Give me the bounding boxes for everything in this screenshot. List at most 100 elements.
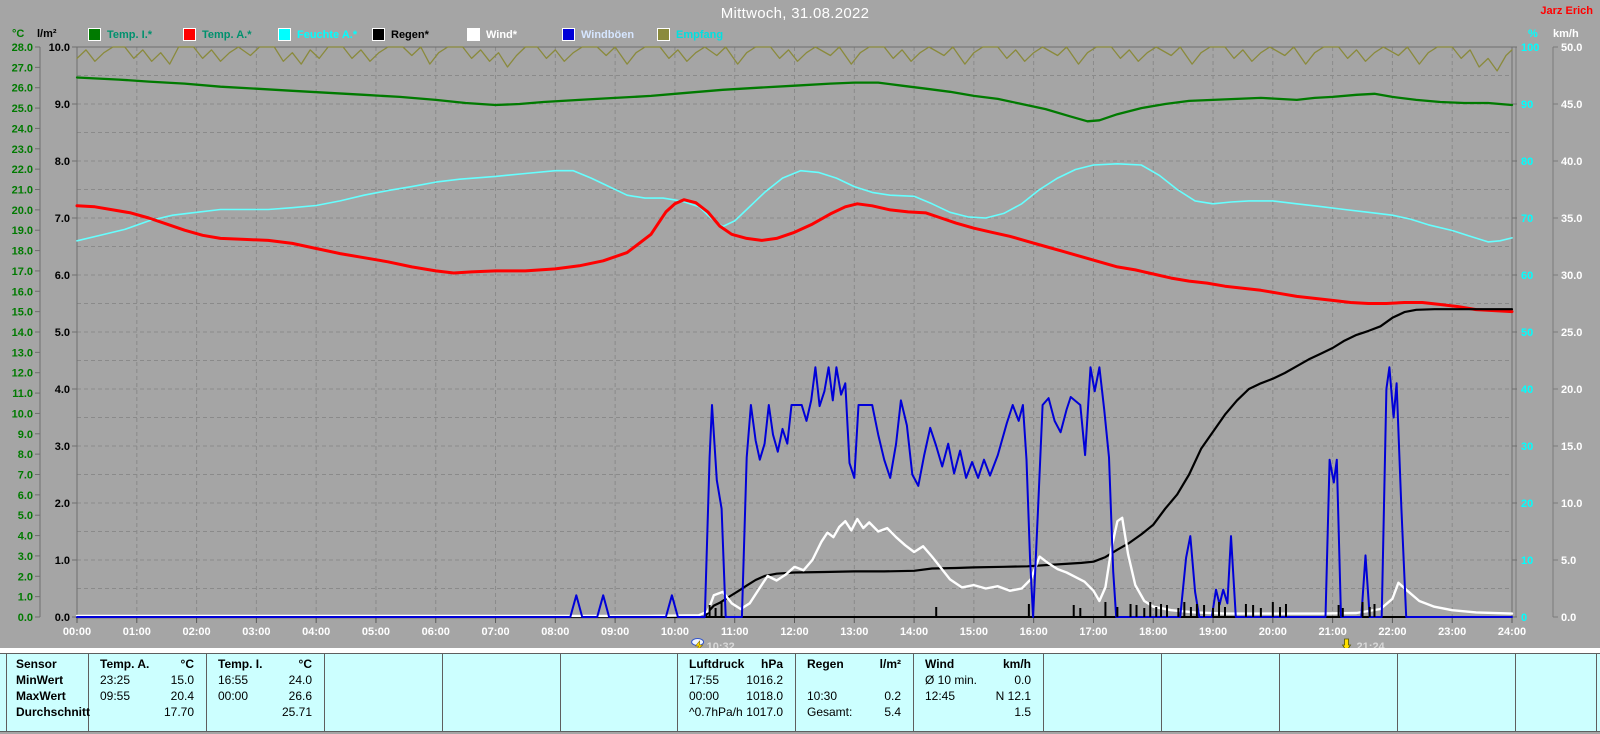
summary-table-grid: Sensor MinWert MaxWert Durchschnitt Temp. A.… [0,653,1600,732]
rain-intensity-bar [1079,608,1082,617]
celsius-tick-label: 4.0 [18,531,33,543]
marker-10-32: 10:32 [691,638,735,652]
axis-unit-celsius: °C [12,28,25,40]
series-windb-en-line [76,366,1513,618]
table-row-label: Sensor [16,657,57,671]
table-cell-time: 00:00 [218,689,249,703]
rain-tick-label: 5.0 [55,327,70,339]
legend-label: Regen* [391,28,429,41]
legend-label: Feuchte A.* [297,28,358,41]
rain-intensity-bar [1373,604,1376,617]
legend-swatch-icon [562,28,575,41]
wind-tick-label: 35.0 [1561,213,1582,225]
table-column-divider [88,654,89,731]
hour-tick-label: 00:00 [63,626,91,638]
table-cell-time: Ø 10 min. [925,673,978,687]
table-column-divider [6,654,7,731]
legend-label: Empfang [676,28,724,41]
rain-tick-label: 0.0 [55,612,70,624]
rain-intensity-bar [1368,607,1371,617]
rain-intensity-bar [1135,605,1138,617]
series-temp-i-line [75,76,1514,123]
rain-intensity-bar [714,608,717,617]
legend-swatch-icon [278,28,291,41]
legend-item-temp-a: Temp. A.* [183,28,252,41]
table-cell-value: 26.6 [288,689,312,703]
legend: Temp. I.* Temp. A.* Feuchte A.* Regen* Wind*… [0,28,1600,44]
table-column-header: Luftdruck [689,657,745,671]
celsius-tick-label: 27.0 [12,62,33,74]
legend-label: Windböen [581,28,635,41]
rain-intensity-bar [1155,607,1158,617]
table-cell-value: 15.0 [170,673,194,687]
table-cell-time: ^0.7hPa/h [689,705,743,719]
table-column-divider [913,654,914,731]
hour-tick-label: 05:00 [362,626,390,638]
celsius-tick-label: 11.0 [12,388,33,400]
hour-tick-label: 19:00 [1199,626,1227,638]
celsius-tick-label: 17.0 [12,266,33,278]
celsius-tick-label: 1.0 [18,592,33,604]
rain-intensity-bar [1271,602,1274,617]
humidity-tick-label: 40 [1521,384,1533,396]
chart-canvas: 0.0 1.0 2.0 3.0 4.0 5.0 6.0 7.0 8.0 9.0 10.0 11.0 12… [12,42,1583,652]
celsius-tick-label: 25.0 [12,103,33,115]
celsius-tick-label: 6.0 [18,490,33,502]
celsius-tick-label: 12.0 [12,368,33,380]
table-cell-value: 25.71 [281,705,312,719]
table-cell-time: Gesamt: [807,705,853,719]
legend-swatch-icon [183,28,196,41]
rain-intensity-bar [1116,607,1119,617]
table-cell-time: 16:55 [218,673,249,687]
table-cell-value: 17.70 [163,705,194,719]
hour-tick-label: 18:00 [1139,626,1167,638]
hour-tick-label: 16:00 [1020,626,1048,638]
rain-tick-label: 9.0 [55,99,70,111]
celsius-tick-label: 24.0 [12,123,33,135]
table-column-unit: °C [298,657,312,671]
rain-intensity-bar [1279,607,1282,617]
table-cell-value: 24.0 [288,673,312,687]
hour-tick-label: 22:00 [1378,626,1406,638]
humidity-tick-label: 10 [1521,555,1533,567]
rain-intensity-bar [1224,607,1226,617]
rain-intensity-bar [1189,607,1192,617]
author-label: Jarz Erich [1540,5,1593,17]
table-column-divider [206,654,207,731]
legend-item-wind: Wind* [467,28,517,41]
rain-intensity-bar [1027,604,1030,617]
hour-tick-label: 02:00 [183,626,211,638]
table-column-unit: km/h [1002,657,1031,671]
legend-swatch-icon [88,28,101,41]
table-column-header: Temp. I. [218,657,263,671]
table-column-divider [1043,654,1044,731]
table-cell-time: 17:55 [689,673,720,687]
rain-intensity-bar [1104,602,1107,617]
humidity-tick-label: 80 [1521,156,1533,168]
table-cell-value: 0.2 [884,689,901,703]
rain-intensity-bar [1212,608,1215,617]
rain-tick-label: 3.0 [55,441,70,453]
wind-tick-label: 0.0 [1561,612,1576,624]
table-column-divider [795,654,796,731]
wind-tick-label: 25.0 [1561,327,1582,339]
legend-label: Temp. A.* [202,28,252,41]
celsius-tick-label: 22.0 [12,164,33,176]
rain-tick-label: 2.0 [55,498,70,510]
series-feuchte-a-line [76,163,1513,243]
table-cell-value: 1.5 [1014,705,1031,719]
wind-tick-label: 15.0 [1561,441,1582,453]
wind-tick-label: 30.0 [1561,270,1582,282]
page-title: Mittwoch, 31.08.2022 [720,5,870,22]
table-column-header: Temp. A. [100,657,150,671]
rain-intensity-bar [1337,605,1340,617]
legend-label: Temp. I.* [107,28,153,41]
rain-intensity-bar [1143,608,1146,617]
rain-tick-label: 7.0 [55,213,70,225]
legend-item-regen: Regen* [372,28,429,41]
celsius-tick-label: 10.0 [12,408,33,420]
rain-tick-label: 6.0 [55,270,70,282]
celsius-tick-label: 7.0 [18,470,33,482]
rain-intensity-bar [720,602,723,617]
